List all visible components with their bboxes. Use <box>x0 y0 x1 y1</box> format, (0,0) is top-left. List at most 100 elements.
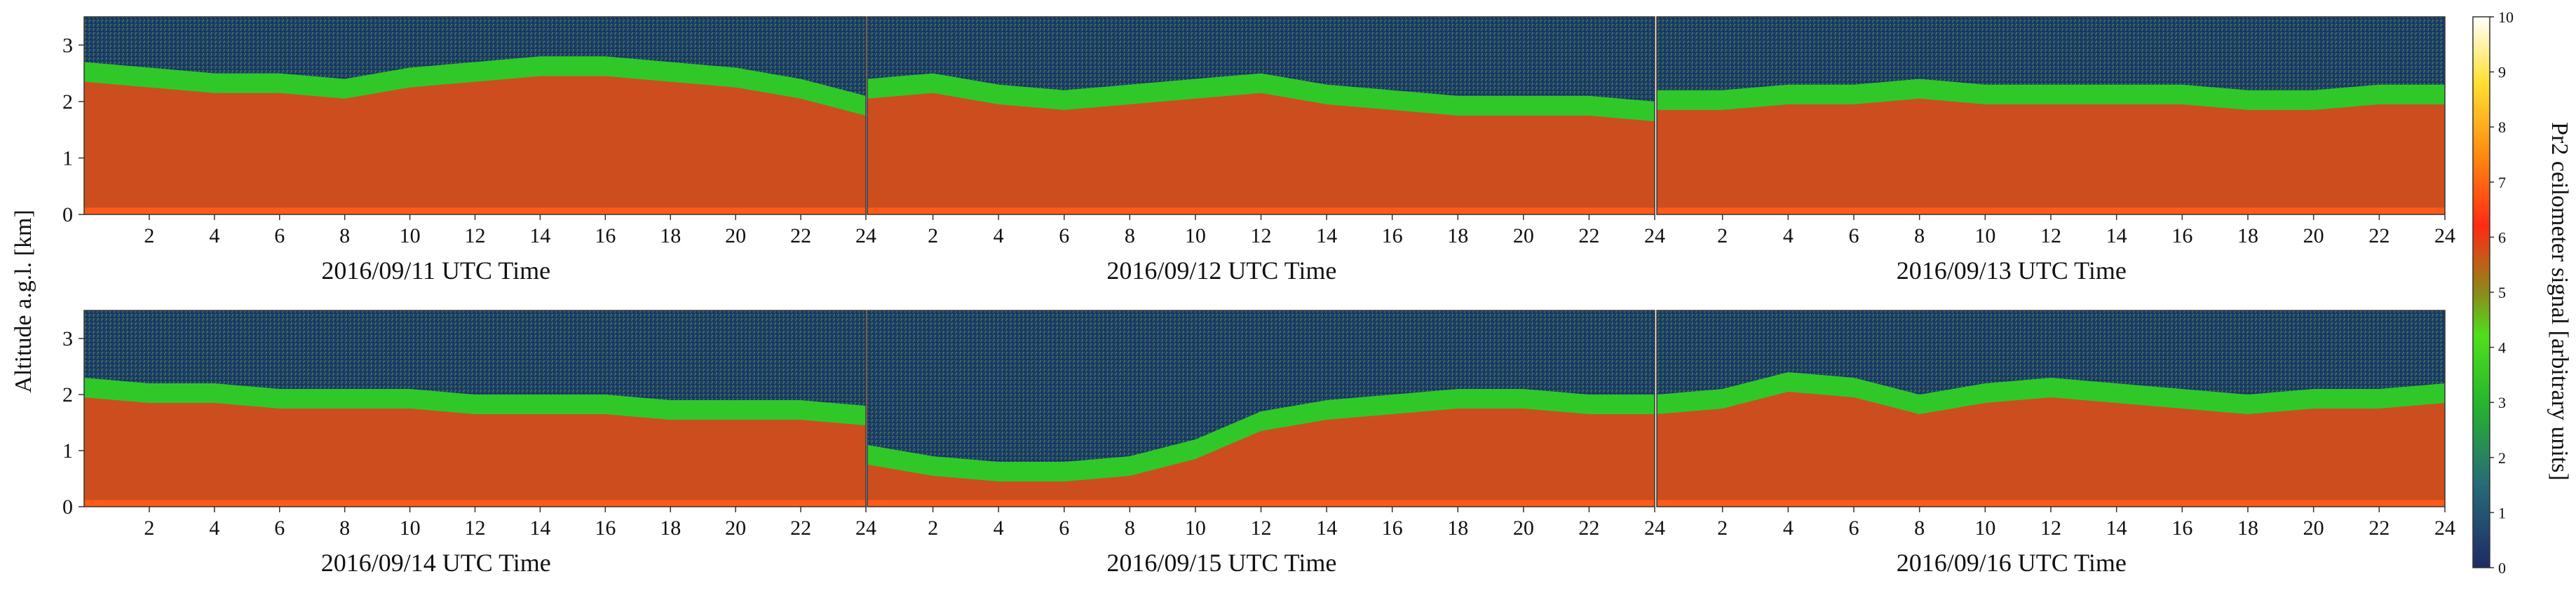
x-tick-label: 6 <box>1849 224 1859 247</box>
x-tick-label: 22 <box>790 224 811 247</box>
x-tick-label: 22 <box>2368 517 2389 540</box>
x-tick-label: 20 <box>725 224 746 247</box>
y-tick-label: 3 <box>62 327 73 350</box>
x-tick-label: 4 <box>994 517 1004 540</box>
x-tick-label: 10 <box>400 224 421 247</box>
x-tick-label: 4 <box>209 517 219 540</box>
y-tick-label: 1 <box>62 146 73 170</box>
x-tick-label: 12 <box>1251 224 1272 247</box>
x-tick-label: 4 <box>209 224 219 247</box>
y-tick-label: 3 <box>62 34 73 57</box>
x-tick-label: 24 <box>2434 517 2455 540</box>
x-tick-label: 18 <box>2237 517 2258 540</box>
x-tick-label: 18 <box>1447 517 1468 540</box>
x-tick-label: 2 <box>1717 517 1728 540</box>
colorbar-tick-label: 10 <box>2498 8 2514 26</box>
x-tick-label: 2 <box>928 224 938 247</box>
surface-layer <box>867 500 1655 507</box>
x-tick-label: 14 <box>529 517 550 540</box>
x-tick-label: 16 <box>2171 517 2192 540</box>
surface-layer <box>84 500 866 507</box>
panel-xlabel: 2016/09/14 UTC Time <box>321 549 551 577</box>
x-tick-label: 2 <box>144 517 154 540</box>
colorbar-tick-label: 1 <box>2498 504 2506 521</box>
x-tick-label: 22 <box>1578 517 1599 540</box>
colorbar-tick-label: 7 <box>2498 174 2506 191</box>
x-tick-label: 20 <box>725 517 746 540</box>
x-tick-label: 6 <box>1849 517 1859 540</box>
x-tick-label: 8 <box>339 224 350 247</box>
colorbar-tick-label: 0 <box>2498 559 2506 577</box>
x-tick-label: 14 <box>529 224 550 247</box>
colorbar-tick-label: 3 <box>2498 394 2506 411</box>
dense-aerosol-layer <box>84 76 866 214</box>
surface-layer <box>1657 207 2445 214</box>
x-tick-label: 12 <box>465 517 486 540</box>
x-tick-label: 10 <box>1185 224 1206 247</box>
x-tick-label: 22 <box>790 517 811 540</box>
x-tick-label: 18 <box>660 517 681 540</box>
x-tick-label: 16 <box>595 517 616 540</box>
x-tick-label: 20 <box>1513 224 1534 247</box>
y-tick-label: 2 <box>62 383 73 406</box>
y-tick-label: 2 <box>62 90 73 114</box>
dense-aerosol-layer <box>867 409 1655 507</box>
x-tick-label: 14 <box>1316 517 1337 540</box>
panel-xlabel: 2016/09/16 UTC Time <box>1897 549 2127 577</box>
panel-4 <box>83 310 867 507</box>
panel-2 <box>867 16 1655 215</box>
x-tick-label: 10 <box>1974 224 1995 247</box>
x-tick-label: 2 <box>928 517 938 540</box>
x-tick-label: 8 <box>1914 517 1925 540</box>
x-tick-label: 16 <box>595 224 616 247</box>
colorbar: 0 1 2 3 4 5 6 7 8 9 10 <box>2472 8 2514 577</box>
panel-xlabel: 2016/09/13 UTC Time <box>1897 256 2127 285</box>
x-tick-label: 18 <box>2237 224 2258 247</box>
panel-6 <box>1656 310 2446 507</box>
x-tick-label: 4 <box>1783 517 1794 540</box>
x-tick-label: 4 <box>994 224 1004 247</box>
x-tick-label: 14 <box>1316 224 1337 247</box>
x-tick-label: 4 <box>1783 224 1794 247</box>
y-tick-label: 0 <box>62 203 73 226</box>
x-tick-label: 8 <box>1914 224 1925 247</box>
colorbar-gradient <box>2472 16 2490 568</box>
dense-aerosol-layer <box>867 93 1655 214</box>
x-tick-label: 20 <box>2303 224 2324 247</box>
colorbar-tick-label: 5 <box>2498 284 2506 301</box>
dense-aerosol-layer <box>84 397 866 507</box>
colorbar-tick-label: 4 <box>2498 339 2506 357</box>
x-tick-label: 24 <box>1644 517 1665 540</box>
x-tick-label: 22 <box>2368 224 2389 247</box>
x-tick-label: 10 <box>1185 517 1206 540</box>
x-tick-label: 6 <box>274 224 285 247</box>
x-tick-label: 16 <box>2171 224 2192 247</box>
colorbar-tick-label: 8 <box>2498 118 2506 136</box>
panel-xlabel: 2016/09/11 UTC Time <box>321 256 550 285</box>
x-tick-label: 8 <box>339 517 350 540</box>
surface-layer <box>867 207 1655 214</box>
x-tick-label: 2 <box>144 224 154 247</box>
x-tick-label: 6 <box>1059 224 1069 247</box>
panel-xlabel: 2016/09/12 UTC Time <box>1106 256 1336 285</box>
panel-1 <box>83 16 867 215</box>
x-tick-label: 8 <box>1125 517 1135 540</box>
x-tick-label: 6 <box>1059 517 1069 540</box>
x-tick-label: 24 <box>855 224 876 247</box>
y-axis-label: Altitude a.g.l. [km] <box>11 210 36 393</box>
x-tick-label: 16 <box>1382 517 1403 540</box>
x-tick-label: 24 <box>1644 224 1665 247</box>
y-tick-label: 1 <box>62 439 73 463</box>
x-tick-label: 6 <box>274 517 285 540</box>
panel-5 <box>867 310 1655 507</box>
surface-layer <box>84 207 866 214</box>
panel-3 <box>1656 16 2446 215</box>
dense-aerosol-layer <box>1657 392 2445 507</box>
colorbar-tick-label: 6 <box>2498 228 2506 246</box>
x-tick-label: 14 <box>2106 517 2127 540</box>
x-tick-label: 14 <box>2106 224 2127 247</box>
colorbar-tick-label: 9 <box>2498 64 2506 81</box>
x-tick-label: 20 <box>1513 517 1534 540</box>
x-tick-label: 2 <box>1717 224 1728 247</box>
x-tick-label: 12 <box>2040 517 2061 540</box>
